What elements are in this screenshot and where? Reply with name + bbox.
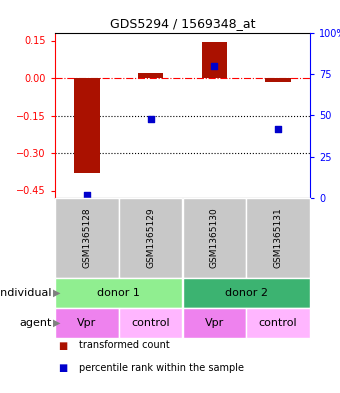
Bar — [55, 198, 119, 278]
Text: individual: individual — [0, 288, 52, 298]
Bar — [55, 278, 183, 308]
Text: transformed count: transformed count — [79, 340, 170, 351]
Bar — [246, 308, 310, 338]
Text: GSM1365131: GSM1365131 — [274, 208, 283, 268]
Point — [84, 191, 90, 198]
Point — [148, 116, 153, 122]
Bar — [266, 78, 291, 82]
Text: ▶: ▶ — [53, 288, 61, 298]
Text: ■: ■ — [58, 340, 68, 351]
Point — [275, 125, 281, 132]
Bar — [119, 308, 183, 338]
Title: GDS5294 / 1569348_at: GDS5294 / 1569348_at — [110, 17, 255, 30]
Bar — [183, 278, 310, 308]
Text: GSM1365130: GSM1365130 — [210, 208, 219, 268]
Bar — [74, 78, 100, 173]
Text: percentile rank within the sample: percentile rank within the sample — [79, 363, 244, 373]
Text: donor 1: donor 1 — [97, 288, 140, 298]
Text: ▶: ▶ — [53, 318, 61, 328]
Text: GSM1365128: GSM1365128 — [82, 208, 91, 268]
Text: control: control — [259, 318, 298, 328]
Text: agent: agent — [19, 318, 52, 328]
Bar — [119, 198, 183, 278]
Text: GSM1365129: GSM1365129 — [146, 208, 155, 268]
Point — [212, 63, 217, 69]
Text: donor 2: donor 2 — [225, 288, 268, 298]
Bar — [138, 73, 164, 78]
Text: Vpr: Vpr — [77, 318, 97, 328]
Text: ■: ■ — [58, 363, 68, 373]
Bar — [202, 42, 227, 78]
Bar — [183, 198, 246, 278]
Bar — [183, 308, 246, 338]
Text: Vpr: Vpr — [205, 318, 224, 328]
Text: control: control — [131, 318, 170, 328]
Bar — [246, 198, 310, 278]
Bar — [55, 308, 119, 338]
